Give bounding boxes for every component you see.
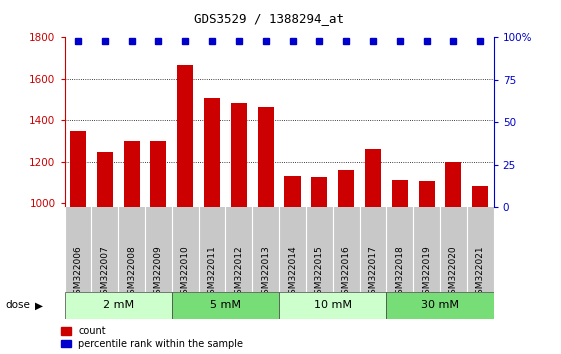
Bar bbox=[204, 98, 220, 207]
Bar bbox=[231, 103, 247, 207]
Bar bbox=[419, 181, 435, 207]
Bar bbox=[96, 152, 113, 207]
Bar bbox=[177, 64, 193, 207]
Bar bbox=[279, 292, 387, 319]
Bar bbox=[284, 176, 301, 207]
Bar bbox=[70, 131, 86, 207]
Text: ▶: ▶ bbox=[35, 300, 43, 310]
Text: 5 mM: 5 mM bbox=[210, 300, 241, 310]
Legend: count, percentile rank within the sample: count, percentile rank within the sample bbox=[61, 326, 243, 349]
Bar bbox=[257, 107, 274, 207]
Bar bbox=[445, 162, 462, 207]
Bar bbox=[387, 292, 494, 319]
Text: 2 mM: 2 mM bbox=[103, 300, 134, 310]
Bar bbox=[311, 177, 328, 207]
Bar bbox=[338, 170, 354, 207]
Text: 30 mM: 30 mM bbox=[421, 300, 459, 310]
Bar bbox=[392, 180, 408, 207]
Bar bbox=[365, 149, 381, 207]
Bar bbox=[123, 141, 140, 207]
Text: dose: dose bbox=[6, 300, 30, 310]
Bar bbox=[472, 186, 488, 207]
Bar bbox=[172, 292, 279, 319]
Text: 10 mM: 10 mM bbox=[314, 300, 352, 310]
Bar bbox=[65, 292, 172, 319]
Text: GDS3529 / 1388294_at: GDS3529 / 1388294_at bbox=[194, 12, 344, 25]
Bar bbox=[150, 141, 167, 207]
